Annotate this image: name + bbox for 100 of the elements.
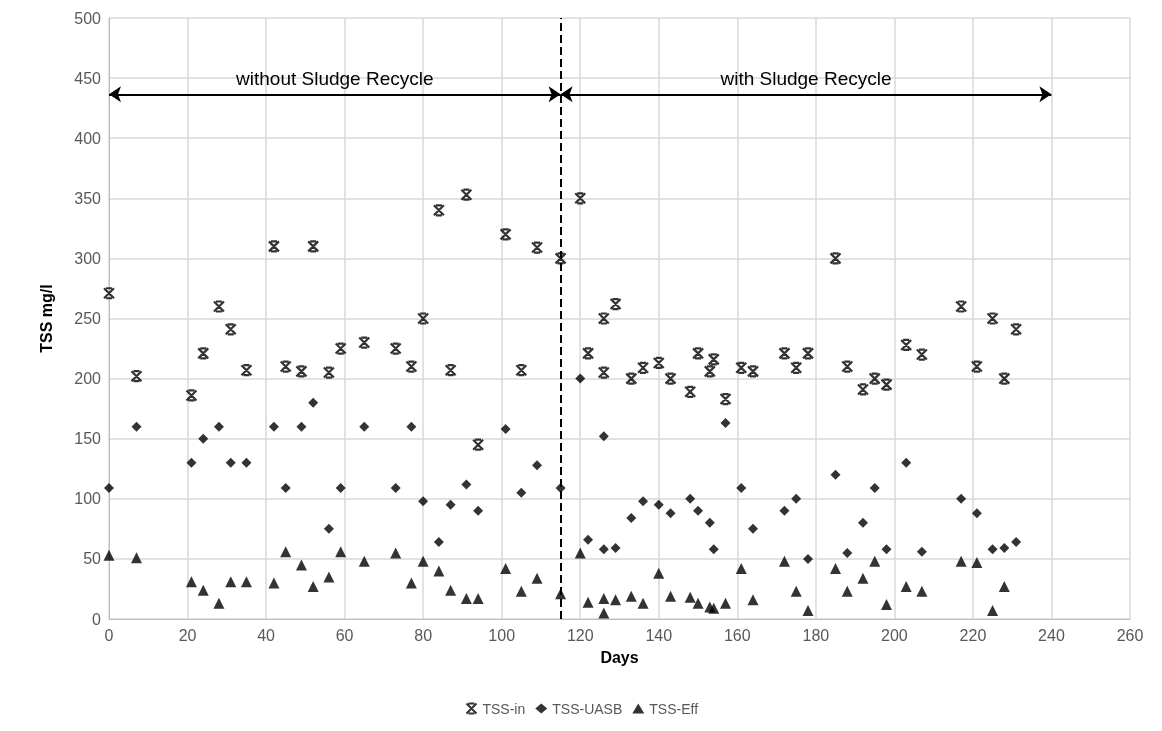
point	[358, 336, 371, 349]
point	[986, 312, 999, 325]
point	[130, 370, 143, 383]
point	[268, 577, 280, 589]
x-tick-label: 20	[178, 626, 197, 644]
point	[684, 385, 697, 398]
point	[881, 599, 893, 611]
point	[390, 482, 401, 493]
point	[212, 300, 226, 313]
point	[746, 365, 760, 378]
y-tick-label: 450	[74, 69, 102, 87]
point	[472, 593, 484, 605]
point	[359, 421, 370, 432]
point	[841, 360, 854, 373]
point	[335, 546, 347, 558]
legend-label: TSS-UASB	[552, 700, 623, 717]
point	[987, 544, 998, 555]
point	[516, 487, 527, 498]
point	[334, 342, 347, 355]
point	[103, 549, 115, 561]
point	[500, 424, 511, 435]
point	[102, 287, 116, 300]
x-tick-label: 260	[1116, 626, 1144, 644]
point	[241, 457, 252, 468]
point	[691, 347, 705, 360]
point	[692, 597, 704, 609]
point	[279, 360, 292, 373]
point	[131, 421, 142, 432]
point	[955, 555, 967, 567]
y-tick-label: 350	[74, 189, 102, 207]
point	[460, 593, 472, 605]
point	[417, 312, 430, 325]
point	[130, 552, 142, 564]
point	[900, 338, 913, 352]
x-tick-label: 80	[414, 626, 433, 644]
x-tick-label: 100	[488, 626, 516, 644]
y-tick-label: 150	[74, 430, 102, 448]
point	[779, 505, 790, 516]
annotation: without Sludge Recycle	[235, 68, 434, 90]
point	[445, 584, 457, 596]
point	[869, 482, 880, 493]
point	[308, 397, 319, 408]
point	[857, 572, 869, 584]
point	[735, 563, 747, 575]
legend-label: TSS-Eff	[649, 700, 699, 717]
point	[358, 555, 370, 567]
point	[186, 457, 197, 468]
point	[790, 361, 803, 374]
point	[198, 433, 209, 444]
legend-label: TSS-in	[482, 700, 526, 717]
point	[707, 353, 720, 366]
point	[554, 252, 567, 265]
point	[916, 585, 928, 597]
point	[185, 389, 198, 402]
point	[971, 557, 983, 569]
x-tick-label: 40	[257, 626, 276, 644]
point	[240, 576, 252, 588]
point	[307, 240, 320, 253]
point	[801, 347, 815, 360]
x-tick-label: 60	[335, 626, 354, 644]
point	[581, 347, 595, 360]
x-axis-title: Days	[600, 648, 639, 666]
point	[335, 482, 346, 493]
point	[955, 300, 968, 313]
point	[704, 517, 715, 528]
point	[653, 499, 664, 510]
point	[598, 544, 609, 555]
point	[213, 421, 224, 432]
point	[405, 360, 418, 373]
point	[225, 457, 236, 468]
point	[609, 297, 622, 311]
point	[444, 364, 457, 377]
point	[417, 555, 429, 567]
point	[987, 605, 999, 617]
point	[280, 546, 292, 558]
point	[778, 555, 790, 567]
point	[665, 508, 676, 519]
point	[653, 567, 665, 579]
point	[999, 543, 1010, 554]
point	[719, 392, 732, 406]
point	[532, 460, 543, 471]
point	[406, 421, 417, 432]
y-tick-label: 500	[74, 9, 102, 27]
point	[869, 555, 881, 567]
point	[322, 366, 336, 379]
point	[881, 544, 892, 555]
point	[856, 383, 870, 396]
point	[736, 482, 747, 493]
point	[598, 607, 610, 619]
point	[445, 499, 456, 510]
point	[104, 482, 114, 493]
point	[295, 559, 307, 571]
point	[574, 547, 586, 559]
point	[267, 240, 281, 253]
x-tick-label: 220	[959, 626, 987, 644]
point	[460, 188, 473, 201]
point	[531, 572, 543, 584]
x-tick-label: 200	[881, 626, 908, 644]
point	[720, 597, 732, 609]
point	[916, 546, 927, 557]
